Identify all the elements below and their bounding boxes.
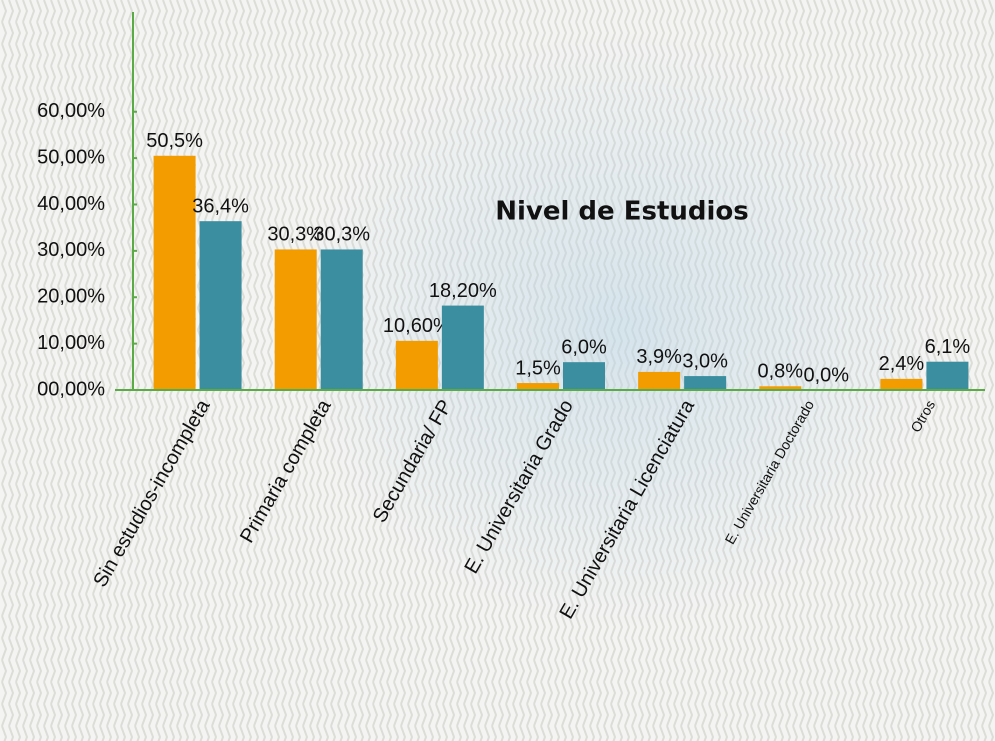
value-label: 30,3% bbox=[267, 224, 324, 246]
y-tick-label: 10,00% bbox=[37, 332, 105, 354]
y-tick-label: 20,00% bbox=[37, 286, 105, 308]
bar bbox=[563, 362, 605, 390]
bar bbox=[759, 386, 802, 390]
value-label: 0,0% bbox=[803, 364, 849, 386]
bar bbox=[395, 340, 438, 390]
chart-title: Nivel de Estudios bbox=[495, 197, 749, 227]
y-tick-label: 60,00% bbox=[37, 100, 105, 122]
bar bbox=[880, 378, 923, 390]
value-label: 6,1% bbox=[925, 336, 971, 358]
bar bbox=[441, 305, 484, 390]
y-tick-label: 50,00% bbox=[37, 146, 105, 168]
y-tick-label: 30,00% bbox=[37, 239, 105, 261]
value-label: 50,5% bbox=[146, 130, 203, 152]
value-label: 36,4% bbox=[192, 195, 249, 217]
background-shape bbox=[290, 30, 950, 630]
value-label: 18,20% bbox=[429, 280, 497, 302]
value-label: 1,5% bbox=[515, 357, 561, 379]
bar bbox=[926, 361, 969, 390]
y-tick-label: 00,00% bbox=[37, 378, 105, 400]
bar bbox=[153, 155, 196, 390]
bar bbox=[320, 249, 363, 390]
bar bbox=[199, 221, 242, 390]
value-label: 30,3% bbox=[313, 224, 370, 246]
bar bbox=[684, 376, 727, 390]
bar bbox=[274, 249, 317, 390]
value-label: 10,60% bbox=[383, 315, 451, 337]
value-label: 6,0% bbox=[561, 336, 607, 358]
value-label: 3,9% bbox=[636, 346, 682, 368]
bar bbox=[517, 383, 559, 390]
bar bbox=[638, 371, 681, 390]
value-label: 3,0% bbox=[682, 350, 728, 372]
value-label: 0,8% bbox=[757, 361, 803, 383]
value-label: 2,4% bbox=[879, 353, 925, 375]
y-tick-label: 40,00% bbox=[37, 193, 105, 215]
